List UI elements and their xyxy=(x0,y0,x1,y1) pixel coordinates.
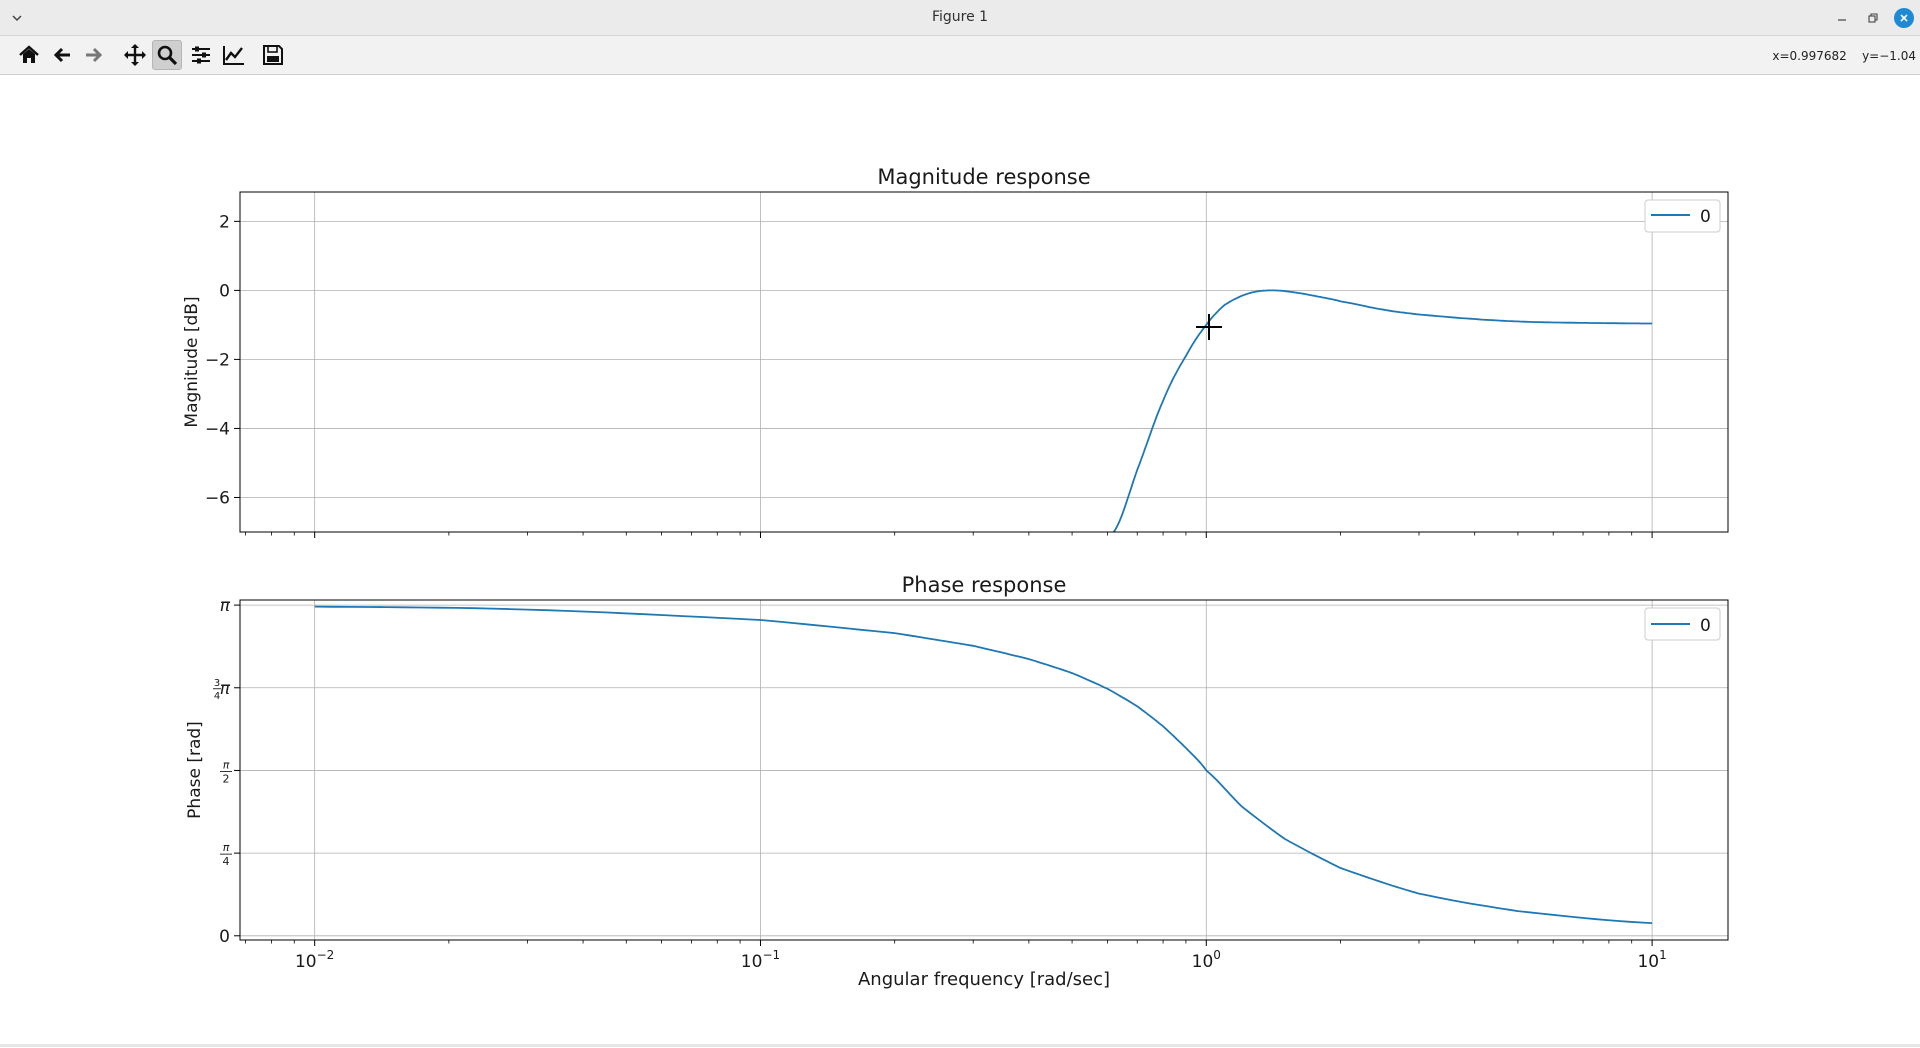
close-icon[interactable] xyxy=(1894,8,1914,28)
magnitude-series xyxy=(1112,289,1653,533)
magnitude-title: Magnitude response xyxy=(877,165,1090,189)
x-tick-label: 10−2 xyxy=(295,948,334,972)
configure-subplots-icon[interactable] xyxy=(186,40,216,70)
y-tick-label: π4 xyxy=(220,841,232,868)
y-tick-label: 0 xyxy=(219,927,230,947)
y-tick-label: π xyxy=(220,596,231,616)
window-bottom-border xyxy=(0,1044,1920,1047)
forward-icon[interactable] xyxy=(79,40,109,70)
x-tick-label: 10−1 xyxy=(741,948,780,972)
restore-icon[interactable] xyxy=(1861,6,1885,30)
cursor-coordinates: x=0.997682 y=−1.04 xyxy=(1772,49,1916,63)
phase-axes-frame xyxy=(239,599,1729,941)
phase-legend-label: 0 xyxy=(1700,616,1711,636)
phase-title: Phase response xyxy=(902,573,1067,597)
figure-canvas[interactable]: 2 0 −2 −4 −6 Magnitude response Magnitude [d… xyxy=(0,75,1920,1047)
magnitude-ticks: 2 0 −2 −4 −6 xyxy=(205,212,1653,538)
edit-axis-icon[interactable] xyxy=(219,40,249,70)
magnitude-axes[interactable]: 2 0 −2 −4 −6 Magnitude response Magnitude [d… xyxy=(182,165,1729,538)
phase-legend: 0 xyxy=(1644,607,1721,641)
home-icon[interactable] xyxy=(14,40,44,70)
zoom-icon[interactable] xyxy=(152,40,182,70)
crosshair-cursor-icon xyxy=(1196,314,1222,340)
window-title: Figure 1 xyxy=(931,9,989,25)
phase-series xyxy=(314,605,1653,924)
title-bar: Figure 1 xyxy=(0,0,1920,36)
magnitude-axes-frame xyxy=(239,191,1729,533)
magnitude-axes-background xyxy=(240,192,1728,532)
x-tick-label: 101 xyxy=(1637,948,1666,972)
svg-text:π: π xyxy=(220,596,231,616)
phase-xlabel: Angular frequency [rad/sec] xyxy=(858,969,1110,990)
y-tick-label: 2 xyxy=(219,212,230,232)
magnitude-legend: 0 xyxy=(1644,199,1721,233)
coord-y: y=−1.04 xyxy=(1862,49,1916,63)
y-tick-label: 0 xyxy=(219,281,230,301)
phase-ylabel: Phase [rad] xyxy=(185,721,205,819)
pan-icon[interactable] xyxy=(120,40,150,70)
svg-text:4: 4 xyxy=(223,855,230,868)
series-line-0 xyxy=(1112,289,1653,533)
y-tick-label: π2 xyxy=(220,758,232,785)
svg-text:3: 3 xyxy=(214,678,220,689)
y-tick-label: −4 xyxy=(205,419,230,439)
navigation-toolbar: x=0.997682 y=−1.04 xyxy=(0,36,1920,75)
back-icon[interactable] xyxy=(47,40,77,70)
y-tick-label: 3 4 π xyxy=(213,678,231,702)
svg-text:π: π xyxy=(223,841,230,854)
series-line-0 xyxy=(314,605,1653,924)
minimize-icon[interactable] xyxy=(1830,6,1854,30)
svg-text:0: 0 xyxy=(219,927,230,947)
svg-text:2: 2 xyxy=(223,772,230,785)
x-tick-label: 100 xyxy=(1192,948,1221,972)
window-menu-icon[interactable] xyxy=(5,6,29,30)
phase-axes-background xyxy=(240,600,1728,940)
y-tick-label: −6 xyxy=(205,488,230,508)
svg-text:π: π xyxy=(220,679,231,699)
svg-text:4: 4 xyxy=(214,691,220,702)
svg-text:π: π xyxy=(223,758,230,771)
magnitude-ylabel: Magnitude [dB] xyxy=(182,296,202,427)
coord-x: x=0.997682 xyxy=(1772,49,1847,63)
magnitude-legend-label: 0 xyxy=(1700,207,1711,227)
y-tick-label: −2 xyxy=(205,350,230,370)
figure-svg: 2 0 −2 −4 −6 Magnitude response Magnitude [d… xyxy=(182,165,1729,990)
save-icon[interactable] xyxy=(258,40,288,70)
magnitude-grid xyxy=(240,192,1728,532)
